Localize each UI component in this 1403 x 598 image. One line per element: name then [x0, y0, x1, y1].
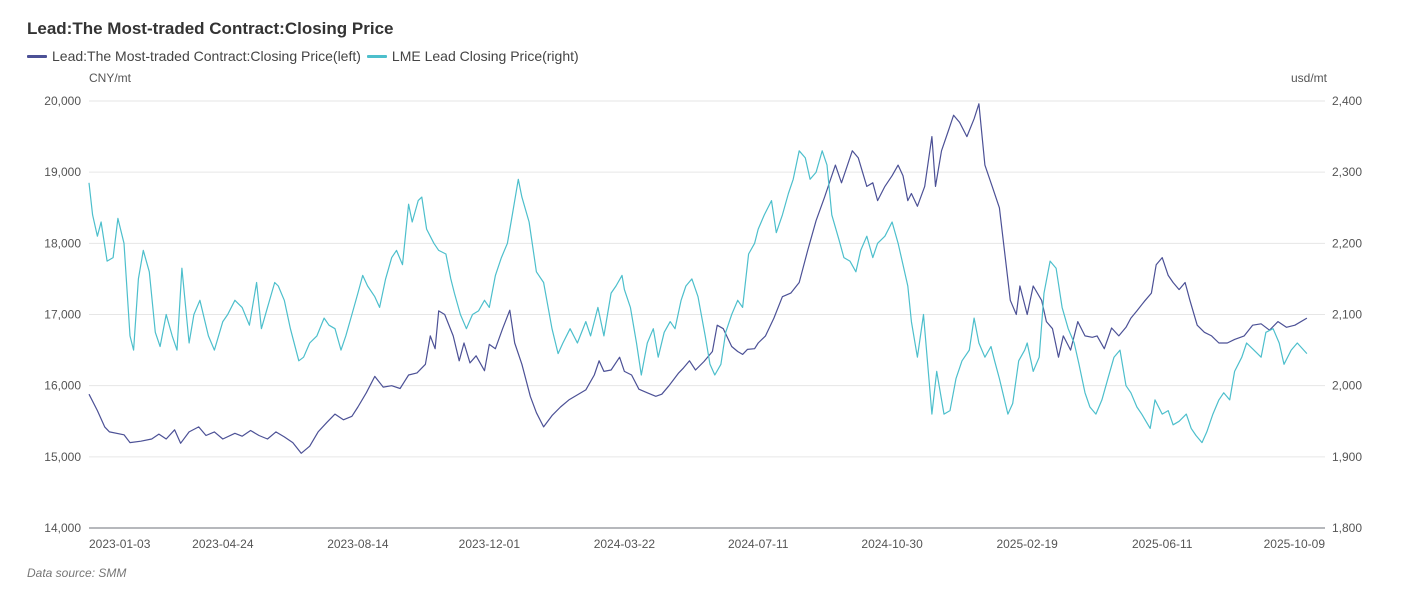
series-line-shfe-lead: [88, 103, 1308, 454]
x-axis-tick-label: 2025-02-19: [996, 537, 1058, 551]
right-axis-tick-label: 2,200: [1332, 236, 1362, 250]
legend: Lead:The Most-traded Contract:Closing Pr…: [27, 48, 585, 64]
chart-title: Lead:The Most-traded Contract:Closing Pr…: [27, 19, 394, 38]
series-line-lme-lead: [88, 150, 1308, 444]
left-axis-tick-label: 15,000: [44, 450, 81, 464]
left-axis-tick-label: 19,000: [44, 165, 81, 179]
right-axis-tick-label: 1,800: [1332, 521, 1362, 535]
right-axis-tick-label: 2,000: [1332, 379, 1362, 393]
x-axis-tick-label: 2023-04-24: [192, 537, 254, 551]
legend-label-shfe-lead: Lead:The Most-traded Contract:Closing Pr…: [52, 48, 361, 64]
left-axis-ticks: 14,000 15,000 16,000 17,000 18,000 19,000 20,0…: [44, 94, 81, 535]
x-axis-tick-label: 2024-03-22: [594, 537, 656, 551]
series-lines: [88, 103, 1308, 454]
x-axis-ticks: 2023-01-03 2023-04-24 2023-08-14 2023-12-01…: [89, 537, 1325, 551]
data-source-note: Data source: SMM: [27, 566, 127, 580]
x-axis-tick-label: 2025-06-11: [1132, 537, 1193, 551]
x-axis-tick-label: 2024-07-11: [728, 537, 789, 551]
legend-swatch-lme-lead: [366, 54, 387, 58]
x-axis-tick-label: 2023-08-14: [327, 537, 389, 551]
right-axis-tick-label: 2,300: [1332, 165, 1362, 179]
left-axis-tick-label: 18,000: [44, 236, 81, 250]
grid-lines: [89, 100, 1325, 529]
left-axis-tick-label: 14,000: [44, 521, 81, 535]
left-axis-tick-label: 20,000: [44, 94, 81, 108]
left-axis-tick-label: 16,000: [44, 379, 81, 393]
legend-item-lme-lead[interactable]: LME Lead Closing Price(right): [366, 48, 579, 64]
legend-item-shfe-lead[interactable]: Lead:The Most-traded Contract:Closing Pr…: [27, 48, 361, 64]
legend-swatch-shfe-lead: [27, 54, 47, 58]
x-axis-tick-label: 2023-01-03: [89, 537, 151, 551]
x-axis-tick-label: 2023-12-01: [459, 537, 521, 551]
right-axis-ticks: 1,800 1,900 2,000 2,100 2,200 2,300 2,400: [1332, 94, 1362, 535]
x-axis-tick-label: 2024-10-30: [861, 537, 923, 551]
right-axis-tick-label: 2,400: [1332, 94, 1362, 108]
right-axis-unit: usd/mt: [1290, 71, 1327, 85]
right-axis-tick-label: 2,100: [1332, 308, 1362, 322]
x-axis-tick-label: 2025-10-09: [1264, 537, 1326, 551]
left-axis-tick-label: 17,000: [44, 308, 81, 322]
legend-label-lme-lead: LME Lead Closing Price(right): [391, 48, 579, 64]
right-axis-tick-label: 1,900: [1332, 450, 1362, 464]
left-axis-unit: CNY/mt: [89, 71, 131, 85]
